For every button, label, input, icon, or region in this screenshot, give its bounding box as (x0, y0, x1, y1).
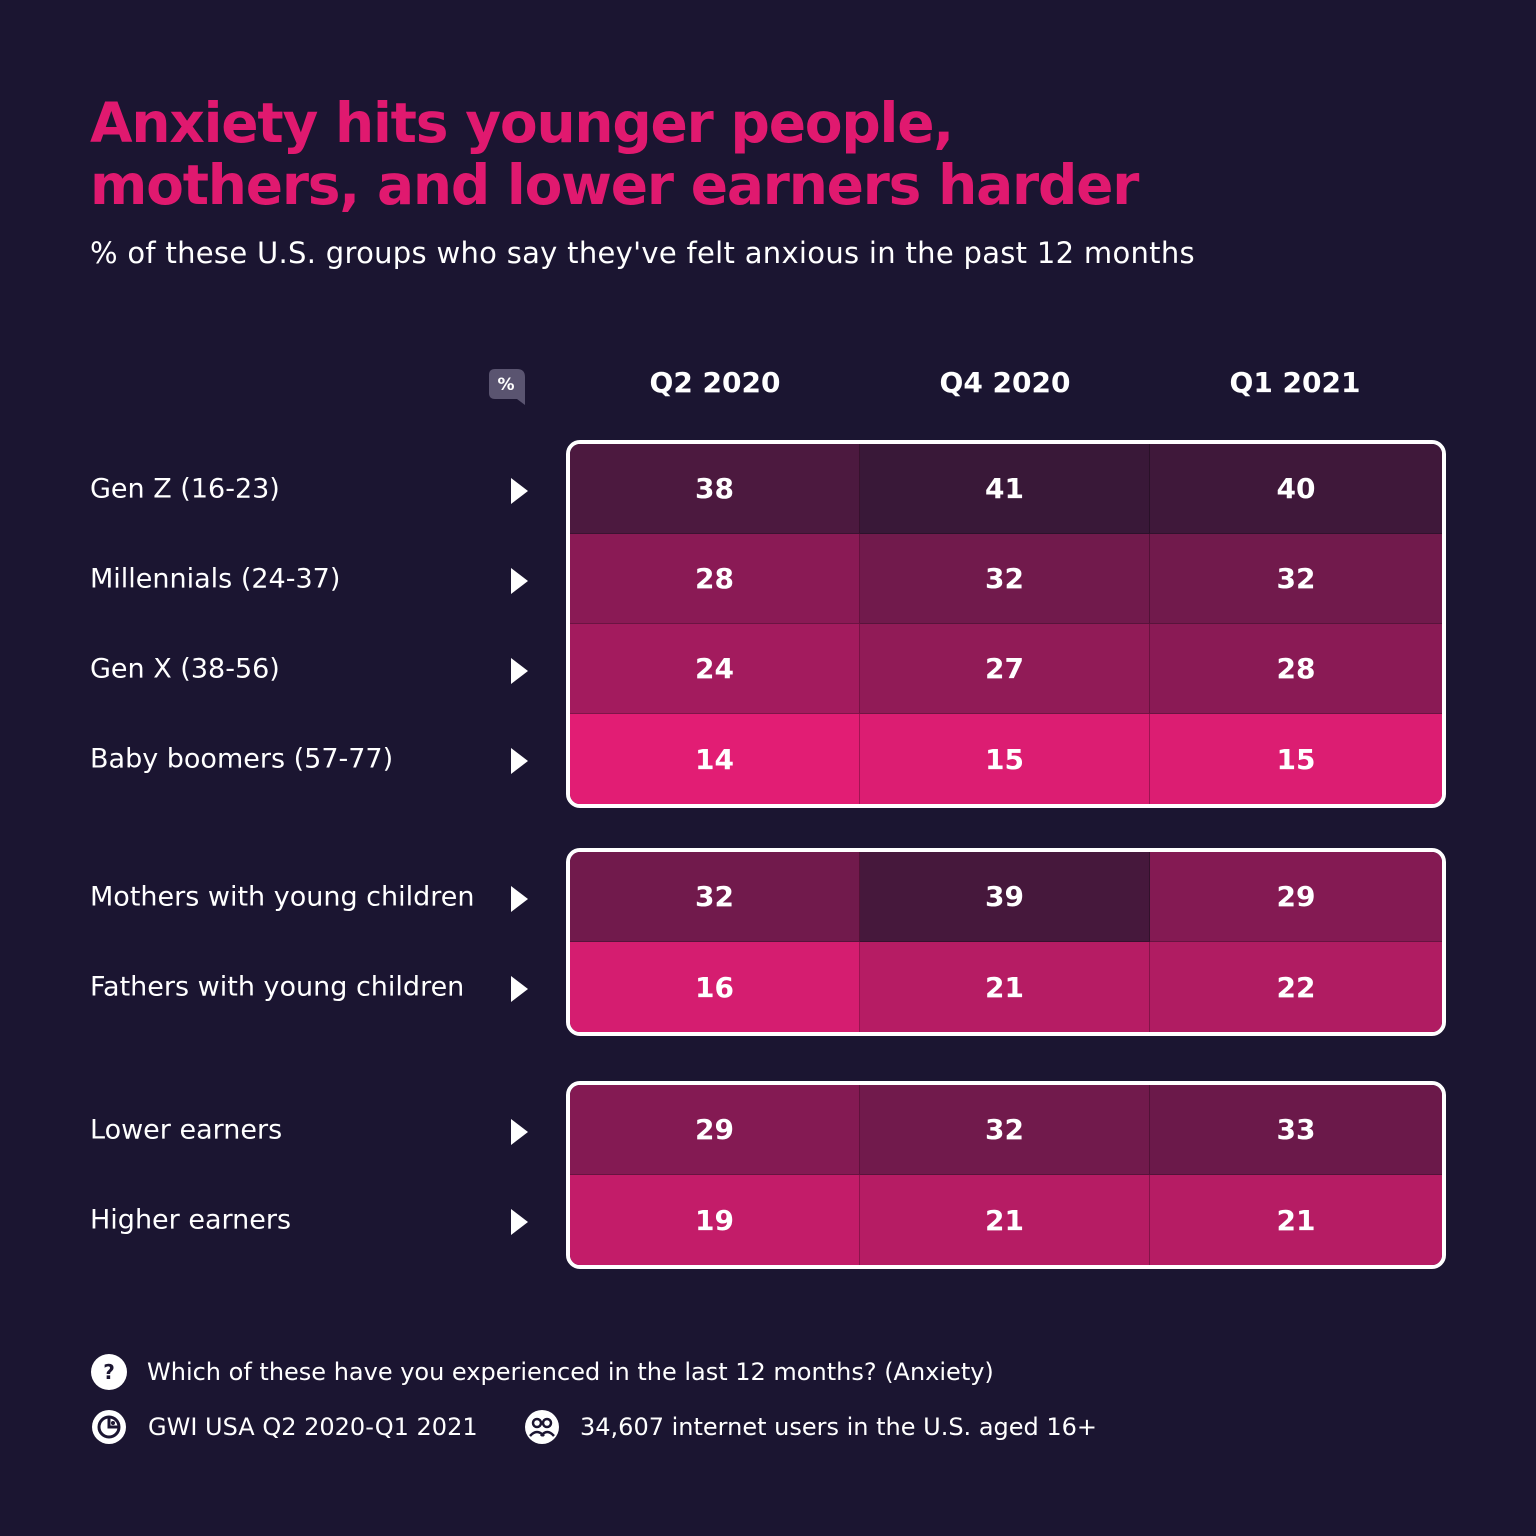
play-arrow-icon (511, 568, 528, 594)
row-label: Millennials (24-37) (90, 563, 341, 595)
table-group-box: 29 32 33 19 21 21 (566, 1081, 1446, 1269)
play-arrow-icon (511, 976, 528, 1002)
title-line-2: mothers, and lower earners harder (90, 153, 1139, 217)
row-label: Baby boomers (57-77) (90, 743, 394, 775)
heatmap-cell: 32 (570, 852, 860, 942)
heatmap-cell: 32 (860, 534, 1150, 624)
chart-subtitle: % of these U.S. groups who say they've f… (90, 236, 1195, 270)
percent-icon: % (489, 369, 525, 405)
row-label: Gen Z (16-23) (90, 473, 280, 505)
column-header: Q2 2020 (649, 366, 781, 399)
column-header: Q4 2020 (939, 366, 1071, 399)
heatmap-cell: 27 (860, 624, 1150, 714)
heatmap-cell: 22 (1150, 942, 1442, 1032)
row-label: Fathers with young children (90, 971, 465, 1003)
heatmap-cell: 19 (570, 1175, 860, 1265)
play-arrow-icon (511, 478, 528, 504)
row-label: Gen X (38-56) (90, 653, 280, 685)
heatmap-cell: 16 (570, 942, 860, 1032)
heatmap-cell: 21 (860, 1175, 1150, 1265)
play-arrow-icon (511, 1119, 528, 1145)
heatmap-cell: 14 (570, 714, 860, 804)
table-group-box: 32 39 29 16 21 22 (566, 848, 1446, 1036)
table-group-box: 38 41 40 28 32 32 24 27 28 14 15 15 (566, 440, 1446, 808)
heatmap-cell: 21 (1150, 1175, 1442, 1265)
heatmap-cell: 40 (1150, 444, 1442, 534)
play-arrow-icon (511, 748, 528, 774)
sample-size: 34,607 internet users in the U.S. aged 1… (580, 1413, 1098, 1441)
heatmap-cell: 29 (570, 1085, 860, 1175)
heatmap-cell: 32 (860, 1085, 1150, 1175)
heatmap-cell: 29 (1150, 852, 1442, 942)
heatmap-cell: 21 (860, 942, 1150, 1032)
heatmap-cell: 28 (1150, 624, 1442, 714)
play-arrow-icon (511, 886, 528, 912)
gwi-logo-icon (92, 1410, 126, 1444)
survey-question: Which of these have you experienced in t… (147, 1358, 994, 1386)
heatmap-cell: 33 (1150, 1085, 1442, 1175)
heatmap-cell: 41 (860, 444, 1150, 534)
title-line-1: Anxiety hits younger people, (90, 91, 954, 155)
row-label: Lower earners (90, 1114, 283, 1146)
heatmap-cell: 15 (860, 714, 1150, 804)
heatmap-cell: 15 (1150, 714, 1442, 804)
chart-title: Anxiety hits younger people, mothers, an… (90, 92, 1390, 216)
data-source: GWI USA Q2 2020-Q1 2021 (148, 1413, 478, 1441)
column-header: Q1 2021 (1229, 366, 1361, 399)
question-icon: ? (91, 1354, 127, 1390)
users-icon (525, 1410, 559, 1444)
heatmap-cell: 38 (570, 444, 860, 534)
row-label: Higher earners (90, 1204, 292, 1236)
play-arrow-icon (511, 1209, 528, 1235)
heatmap-cell: 24 (570, 624, 860, 714)
svg-text:%: % (497, 375, 514, 395)
heatmap-cell: 28 (570, 534, 860, 624)
heatmap-cell: 39 (860, 852, 1150, 942)
play-arrow-icon (511, 658, 528, 684)
heatmap-cell: 32 (1150, 534, 1442, 624)
row-label: Mothers with young children (90, 881, 475, 913)
